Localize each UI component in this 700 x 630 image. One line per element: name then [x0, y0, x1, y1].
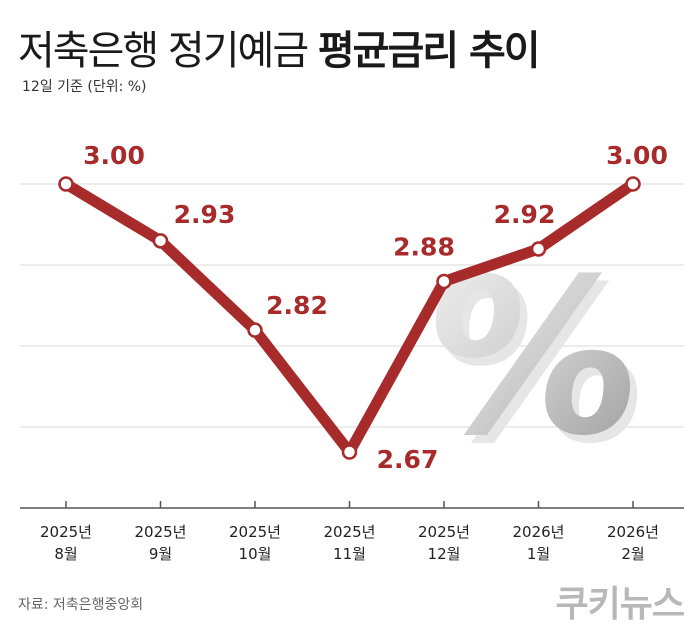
x-tick-label-month: 1월 — [527, 545, 550, 563]
data-label: 2.67 — [377, 445, 439, 474]
data-point — [625, 176, 641, 192]
data-point — [341, 444, 358, 460]
title-bold: 평균금리 추이 — [317, 28, 541, 74]
percent-decoration: % % — [412, 233, 661, 491]
chart-subtitle: 12일 기준 (단위: %) — [22, 79, 147, 95]
percent-glyph: % — [412, 233, 654, 483]
data-point — [530, 241, 547, 257]
source-note: 자료: 저축은행중앙회 — [18, 597, 144, 613]
data-point — [58, 176, 74, 192]
x-tick-label-month: 2월 — [621, 545, 644, 563]
x-tick-label-year: 2025년 — [135, 523, 187, 541]
x-tick-label-year: 2025년 — [229, 523, 281, 541]
x-tick-label-month: 8월 — [54, 545, 77, 563]
x-tick-label-month: 9월 — [149, 545, 172, 563]
data-label: 3.00 — [606, 141, 668, 170]
data-point — [436, 273, 452, 290]
x-tick-label-month: 11월 — [333, 545, 366, 563]
data-label: 3.00 — [83, 141, 145, 170]
data-label: 2.92 — [494, 200, 556, 229]
x-tick-label-month: 12월 — [428, 545, 461, 563]
data-point — [247, 322, 263, 338]
title-regular: 저축은행 정기예금 — [18, 28, 309, 74]
data-labels: 3.00 2.93 2.82 2.67 2.88 2.92 3.00 — [83, 141, 668, 474]
x-tick-label-year: 2025년 — [324, 523, 376, 541]
x-tick-label-year: 2026년 — [513, 523, 565, 541]
percent-shadow-glyph: % — [419, 241, 661, 491]
grid-lines — [20, 183, 684, 428]
data-label: 2.88 — [393, 232, 455, 261]
x-tick-label-year: 2026년 — [607, 523, 659, 541]
x-tick-label-year: 2025년 — [40, 523, 92, 541]
x-tick-label-month: 10월 — [239, 545, 272, 563]
data-label: 2.82 — [266, 291, 328, 320]
brand-logo: 쿠키뉴스 — [555, 584, 685, 625]
x-axis: 2025년 8월 2025년 9월 2025년 10월 2025년 11월 2025년 12월 20… — [20, 501, 684, 563]
data-label: 2.93 — [174, 200, 236, 229]
chart-title: 저축은행 정기예금 평균금리 추이 — [18, 18, 541, 76]
x-tick-label-year: 2025년 — [418, 523, 470, 541]
series-line — [58, 176, 641, 460]
data-point — [152, 233, 169, 249]
